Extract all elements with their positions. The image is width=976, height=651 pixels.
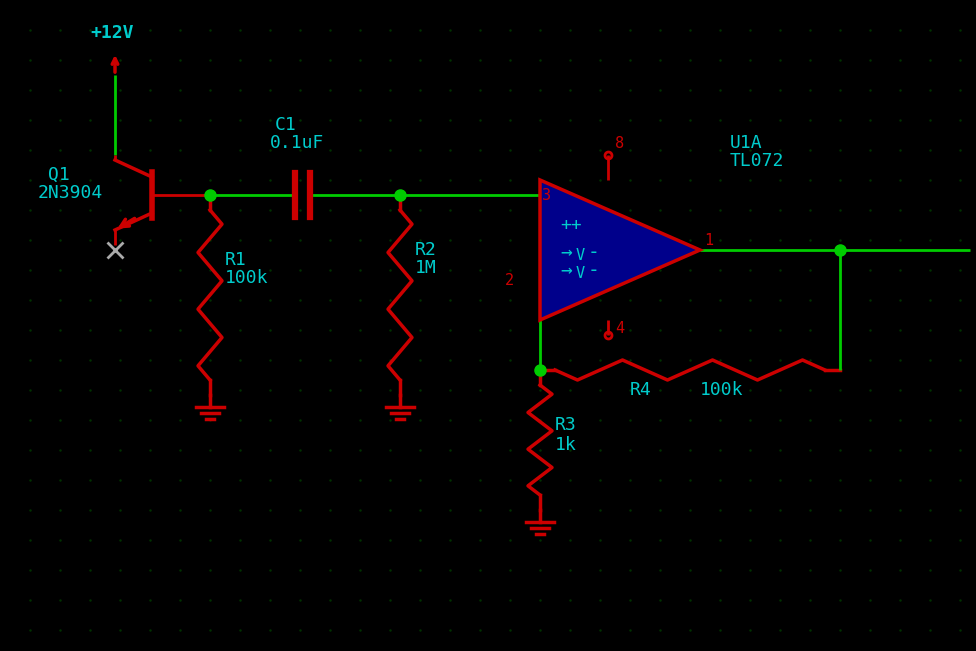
Text: U1A: U1A xyxy=(730,134,762,152)
Text: 4: 4 xyxy=(615,321,624,336)
Text: 3: 3 xyxy=(542,188,551,203)
Text: R4: R4 xyxy=(630,381,652,399)
Text: 2: 2 xyxy=(505,273,514,288)
Text: 1: 1 xyxy=(704,233,713,248)
Text: 100k: 100k xyxy=(700,381,744,399)
Text: 1k: 1k xyxy=(555,436,577,454)
Text: +12V: +12V xyxy=(90,24,134,42)
Polygon shape xyxy=(540,180,700,320)
Text: -: - xyxy=(588,243,599,262)
Text: -: - xyxy=(588,261,599,280)
Text: TL072: TL072 xyxy=(730,152,785,170)
Text: 1M: 1M xyxy=(415,259,436,277)
Text: 0.1uF: 0.1uF xyxy=(270,134,324,152)
Text: ++: ++ xyxy=(560,216,582,234)
Text: V: V xyxy=(576,266,586,281)
Text: →: → xyxy=(560,243,572,262)
Text: R3: R3 xyxy=(555,416,577,434)
Text: 2N3904: 2N3904 xyxy=(38,184,103,202)
Text: C1: C1 xyxy=(275,116,297,134)
Text: R2: R2 xyxy=(415,241,436,259)
Text: R1: R1 xyxy=(225,251,247,269)
Text: Q1: Q1 xyxy=(48,166,69,184)
Text: 8: 8 xyxy=(615,136,624,151)
Text: V: V xyxy=(576,248,586,263)
Text: 100k: 100k xyxy=(225,269,268,287)
Text: →: → xyxy=(560,261,572,280)
